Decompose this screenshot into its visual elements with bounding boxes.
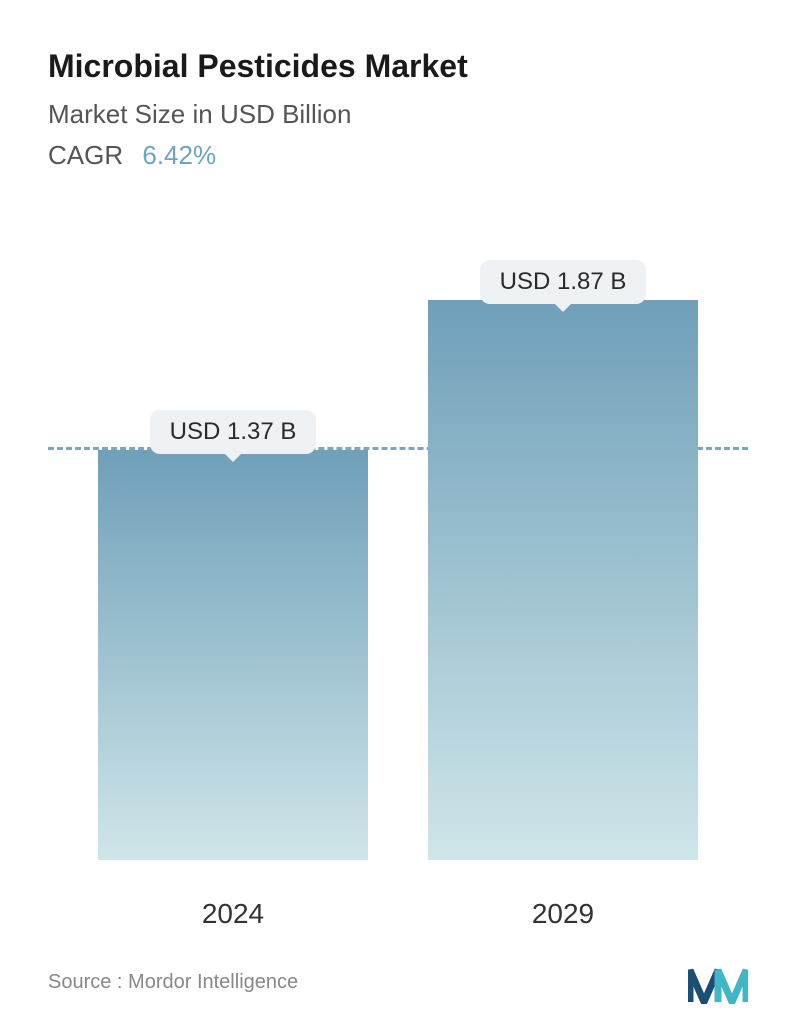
source-text: Source : Mordor Intelligence [48,971,298,994]
chart-title: Microbial Pesticides Market [48,48,748,85]
mordor-logo-icon [688,960,748,1004]
value-pill: USD 1.87 B [480,260,647,304]
bar-column: USD 1.37 B [98,240,368,860]
value-pill: USD 1.37 B [150,410,317,454]
bar-chart: USD 1.37 B USD 1.87 B [48,211,748,860]
year-label: 2029 [428,898,698,930]
bar-column: USD 1.87 B [428,240,698,860]
bar [98,450,368,860]
bar [428,300,698,860]
cagr-row: CAGR 6.42% [48,140,748,171]
year-label: 2024 [98,898,368,930]
cagr-label: CAGR [48,140,123,170]
cagr-value: 6.42% [142,140,216,170]
chart-subtitle: Market Size in USD Billion [48,99,748,130]
